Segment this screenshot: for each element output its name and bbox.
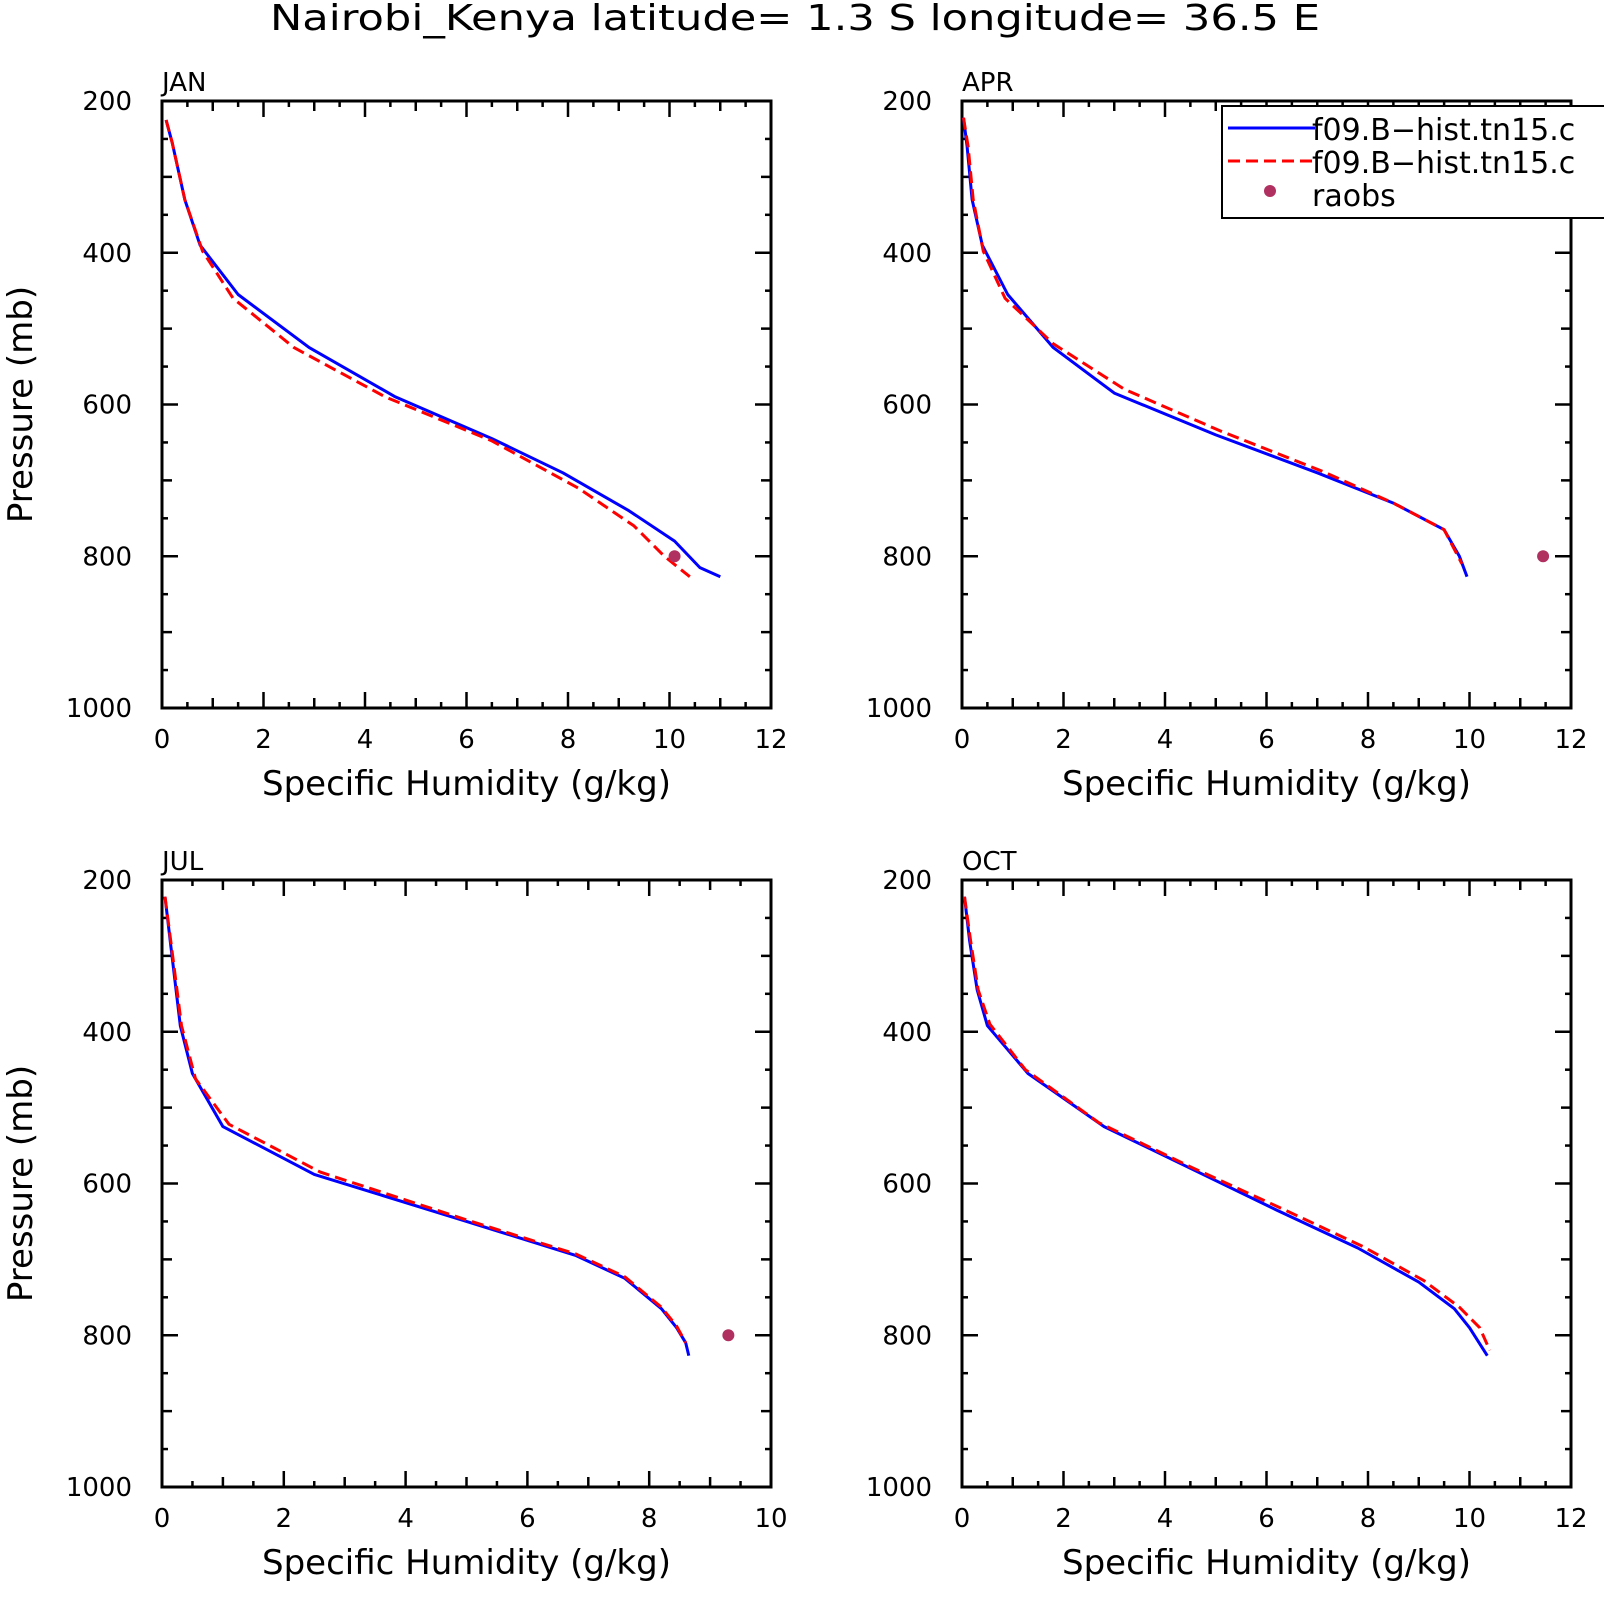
x-tick-label: 6 bbox=[519, 1504, 536, 1534]
x-tick-label: 0 bbox=[154, 725, 171, 755]
panel-label: JUL bbox=[160, 847, 204, 877]
plot-frame bbox=[160, 878, 773, 1489]
series-line-solid bbox=[164, 119, 721, 579]
series-line-dashed bbox=[163, 896, 688, 1344]
x-tick-label: 0 bbox=[954, 725, 971, 755]
y-tick-label: 200 bbox=[882, 866, 932, 896]
x-tick-label: 8 bbox=[1360, 725, 1377, 755]
y-tick-label: 600 bbox=[82, 1170, 132, 1200]
x-tick-label: 12 bbox=[754, 725, 787, 755]
legend-marker bbox=[1264, 185, 1276, 197]
x-tick-label: 12 bbox=[1554, 725, 1587, 755]
x-tick-label: 10 bbox=[754, 1504, 787, 1534]
x-tick-label: 6 bbox=[1258, 725, 1275, 755]
y-tick-label: 1000 bbox=[866, 694, 932, 724]
series-line-dashed bbox=[963, 896, 1492, 1352]
x-tick-label: 6 bbox=[1258, 1504, 1275, 1534]
x-tick-label: 10 bbox=[1453, 1504, 1486, 1534]
y-tick-label: 200 bbox=[82, 87, 132, 117]
panel-label: APR bbox=[962, 68, 1014, 98]
x-axis-label: Specific Humidity (g/kg) bbox=[1062, 764, 1471, 804]
panel-oct: OCT 0 2 4 6 8 10 12 200 400 600 800 1000 Specific Hum… bbox=[866, 847, 1588, 1583]
y-tick-label: 1000 bbox=[866, 1473, 932, 1503]
panel-jul: JUL 0 2 4 6 8 10 200 400 600 800 1000 Specific Humid… bbox=[1, 847, 788, 1583]
series-line-solid bbox=[163, 896, 691, 1357]
x-tick-label: 4 bbox=[357, 725, 374, 755]
series-line-dashed bbox=[962, 117, 1464, 565]
x-tick-label: 10 bbox=[1453, 725, 1486, 755]
x-tick-label: 2 bbox=[1055, 1504, 1072, 1534]
x-axis-label: Specific Humidity (g/kg) bbox=[1062, 1543, 1471, 1583]
legend-label: f09.B−hist.tn15.c bbox=[1312, 146, 1575, 181]
y-tick-label: 600 bbox=[82, 391, 132, 421]
y-tick-label: 400 bbox=[882, 239, 932, 269]
y-tick-label: 800 bbox=[882, 542, 932, 572]
x-tick-label: 0 bbox=[954, 1504, 971, 1534]
x-tick-label: 2 bbox=[276, 1504, 293, 1534]
x-tick-label: 10 bbox=[653, 725, 686, 755]
x-tick-label: 4 bbox=[1157, 725, 1174, 755]
y-tick-label: 1000 bbox=[66, 1473, 132, 1503]
y-tick-label: 600 bbox=[882, 1170, 932, 1200]
y-tick-label: 200 bbox=[882, 87, 932, 117]
y-tick-label: 800 bbox=[882, 1321, 932, 1351]
y-axis-label: Pressure (mb) bbox=[1, 286, 41, 523]
y-axis-label: Pressure (mb) bbox=[1, 1065, 41, 1302]
y-tick-label: 600 bbox=[882, 391, 932, 421]
y-tick-label: 400 bbox=[82, 239, 132, 269]
y-tick-label: 800 bbox=[82, 1321, 132, 1351]
x-tick-label: 6 bbox=[458, 725, 475, 755]
y-tick-label: 800 bbox=[82, 542, 132, 572]
panel-label: JAN bbox=[160, 68, 206, 98]
raobs-marker bbox=[1537, 550, 1550, 563]
x-tick-label: 8 bbox=[560, 725, 577, 755]
x-tick-label: 4 bbox=[397, 1504, 414, 1534]
x-tick-label: 8 bbox=[641, 1504, 658, 1534]
panel-label: OCT bbox=[962, 847, 1017, 877]
figure-title: Nairobi_Kenya latitude= 1.3 S longitude=… bbox=[270, 0, 1320, 39]
raobs-marker bbox=[668, 550, 681, 563]
y-tick-label: 200 bbox=[82, 866, 132, 896]
raobs-marker bbox=[722, 1329, 735, 1342]
x-tick-label: 8 bbox=[1360, 1504, 1377, 1534]
x-tick-label: 2 bbox=[255, 725, 272, 755]
y-tick-label: 1000 bbox=[66, 694, 132, 724]
x-tick-label: 4 bbox=[1157, 1504, 1174, 1534]
x-tick-label: 2 bbox=[1055, 725, 1072, 755]
y-tick-label: 400 bbox=[82, 1018, 132, 1048]
panel-jan: JAN 0 2 4 6 8 10 12 200 400 600 800 1000 Specific Hum… bbox=[1, 68, 788, 804]
series-line-solid bbox=[963, 896, 1489, 1357]
x-tick-label: 0 bbox=[154, 1504, 171, 1534]
y-tick-label: 400 bbox=[882, 1018, 932, 1048]
x-tick-label: 12 bbox=[1554, 1504, 1587, 1534]
x-axis-label: Specific Humidity (g/kg) bbox=[262, 1543, 671, 1583]
legend-label: f09.B−hist.tn15.c bbox=[1312, 113, 1575, 148]
series-line-dashed bbox=[164, 119, 691, 578]
plot-frame bbox=[960, 878, 1573, 1489]
legend-label: raobs bbox=[1312, 179, 1396, 214]
x-axis-label: Specific Humidity (g/kg) bbox=[262, 764, 671, 804]
plot-frame bbox=[160, 99, 773, 710]
